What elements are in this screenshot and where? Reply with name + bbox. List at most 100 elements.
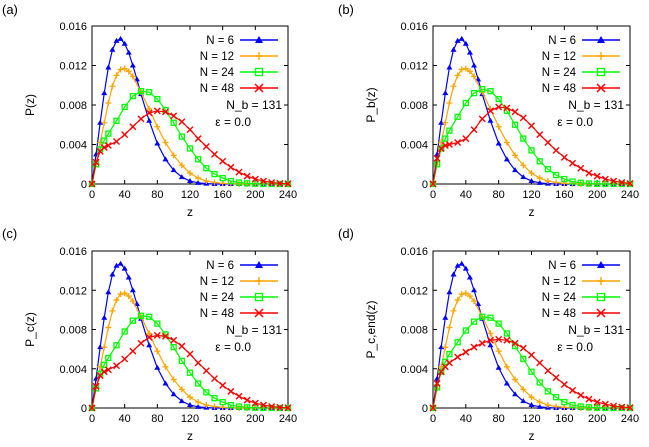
data-point xyxy=(519,344,527,352)
data-point xyxy=(442,344,449,351)
data-point xyxy=(585,180,593,187)
data-point xyxy=(170,376,177,383)
data-point xyxy=(121,103,128,111)
data-point xyxy=(495,123,502,130)
data-point xyxy=(536,403,543,409)
data-point xyxy=(528,147,535,154)
x-tick-label: 80 xyxy=(151,413,163,425)
data-point xyxy=(227,401,234,409)
data-point xyxy=(162,363,169,370)
data-point xyxy=(113,362,120,370)
data-point xyxy=(610,402,618,410)
x-tick-label: 160 xyxy=(213,413,231,425)
data-point xyxy=(602,180,609,188)
data-point xyxy=(536,131,544,139)
data-point xyxy=(105,324,112,331)
data-point xyxy=(117,66,124,73)
data-point xyxy=(219,180,226,187)
data-point xyxy=(471,298,478,305)
x-tick-label: 80 xyxy=(493,413,505,425)
legend-marker xyxy=(596,83,606,93)
data-point xyxy=(121,131,129,139)
series-line xyxy=(91,292,288,409)
data-point xyxy=(471,62,478,68)
y-tick-label: 0.004 xyxy=(59,140,87,152)
data-point xyxy=(454,37,461,43)
y-tick-label: 0.012 xyxy=(400,285,428,297)
data-point xyxy=(170,336,178,344)
x-tick-label: 240 xyxy=(279,189,297,201)
data-point xyxy=(462,348,470,356)
data-point xyxy=(251,175,259,183)
data-point xyxy=(129,123,137,131)
y-tick-label: 0.008 xyxy=(59,100,87,112)
x-tick-label: 0 xyxy=(89,413,95,425)
data-point xyxy=(117,291,124,298)
data-point xyxy=(219,404,226,411)
data-point xyxy=(235,403,243,410)
series-3 xyxy=(429,86,634,188)
data-point xyxy=(276,179,284,187)
data-point xyxy=(129,317,136,324)
data-point xyxy=(170,167,177,173)
legend-label: N = 12 xyxy=(200,51,234,63)
data-point xyxy=(186,350,194,358)
data-point xyxy=(618,403,626,411)
data-point xyxy=(101,361,108,368)
y-tick-label: 0.016 xyxy=(59,21,87,33)
data-point xyxy=(137,312,145,319)
data-point xyxy=(113,297,120,304)
x-tick-label: 40 xyxy=(460,189,472,201)
data-point xyxy=(129,62,136,68)
data-point xyxy=(512,376,519,383)
data-point xyxy=(466,274,473,280)
data-point xyxy=(194,359,202,367)
data-point xyxy=(154,95,161,103)
annotation-epsilon: ε = 0.0 xyxy=(215,340,251,354)
data-point xyxy=(503,156,510,162)
x-tick-label: 0 xyxy=(430,189,436,201)
data-point xyxy=(117,260,124,266)
data-point xyxy=(211,179,218,186)
y-tick-label: 0.004 xyxy=(400,140,428,152)
data-point xyxy=(162,380,169,386)
data-point xyxy=(129,287,136,293)
data-point xyxy=(125,68,132,75)
data-point xyxy=(195,156,202,163)
legend-label: N = 12 xyxy=(542,276,576,288)
data-point xyxy=(454,113,461,120)
data-point xyxy=(470,318,478,325)
data-point xyxy=(577,403,584,410)
data-point xyxy=(569,401,576,409)
data-point xyxy=(146,117,153,123)
data-point xyxy=(162,108,169,116)
data-point xyxy=(520,135,527,142)
data-point xyxy=(495,335,503,343)
legend-marker xyxy=(255,52,263,60)
data-point xyxy=(544,166,552,173)
data-point xyxy=(105,100,112,107)
legend-marker xyxy=(596,292,606,302)
data-point xyxy=(446,64,453,70)
data-point xyxy=(154,123,161,130)
x-axis-label: z xyxy=(187,205,193,219)
data-point xyxy=(552,146,560,154)
data-point xyxy=(113,37,120,43)
annotation-nb: N_b = 131 xyxy=(226,98,282,112)
annotation-epsilon: ε = 0.0 xyxy=(557,115,593,129)
data-point xyxy=(536,175,543,182)
data-point xyxy=(219,398,226,406)
data-point xyxy=(125,293,132,300)
x-axis-label: z xyxy=(529,205,535,219)
data-point xyxy=(129,92,136,100)
data-point xyxy=(601,175,609,183)
data-point xyxy=(162,332,169,340)
data-point xyxy=(92,382,100,390)
data-point xyxy=(244,404,251,411)
data-point xyxy=(487,88,494,95)
data-point xyxy=(561,175,568,183)
data-point xyxy=(178,398,185,404)
data-point xyxy=(520,162,527,169)
legend-label: N = 24 xyxy=(542,67,577,79)
series-2 xyxy=(430,290,633,411)
